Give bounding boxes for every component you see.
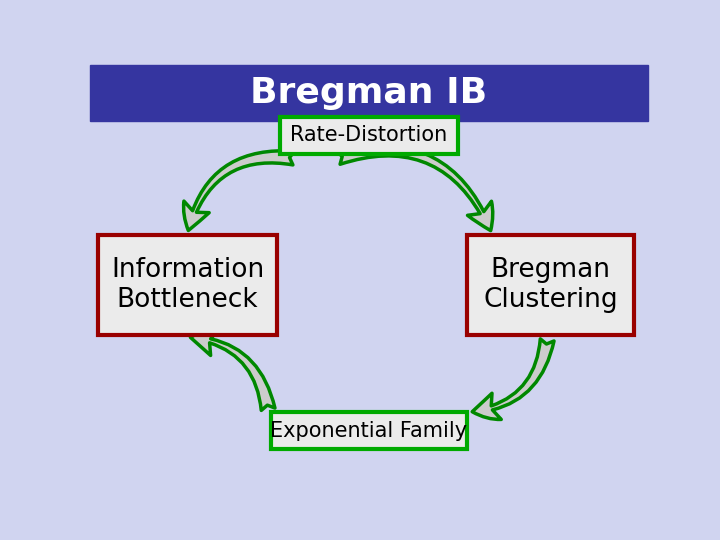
Text: Exponential Family: Exponential Family xyxy=(271,421,467,441)
Text: Bregman
Clustering: Bregman Clustering xyxy=(483,257,618,313)
FancyBboxPatch shape xyxy=(467,235,634,335)
FancyArrowPatch shape xyxy=(472,339,554,420)
FancyArrowPatch shape xyxy=(336,145,492,231)
FancyBboxPatch shape xyxy=(90,65,648,121)
Text: Rate-Distortion: Rate-Distortion xyxy=(290,125,448,145)
FancyBboxPatch shape xyxy=(99,235,277,335)
FancyArrowPatch shape xyxy=(184,151,294,231)
FancyArrowPatch shape xyxy=(190,329,275,410)
FancyBboxPatch shape xyxy=(279,117,458,154)
Text: Information
Bottleneck: Information Bottleneck xyxy=(111,257,264,313)
FancyBboxPatch shape xyxy=(271,412,467,449)
Text: Bregman IB: Bregman IB xyxy=(251,76,487,110)
